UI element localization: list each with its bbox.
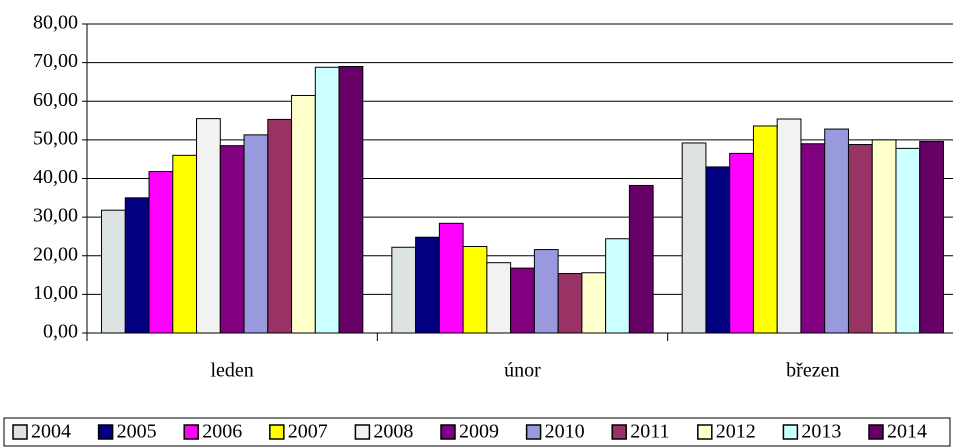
bar (533, 249, 559, 334)
legend-swatch (269, 424, 285, 440)
bar (729, 152, 754, 334)
legend-label: 2006 (202, 421, 242, 443)
bar (847, 144, 873, 334)
legend-swatch (440, 424, 456, 440)
bar (462, 245, 488, 334)
legend-swatch (354, 424, 371, 440)
bar (824, 128, 849, 334)
legend-label: 2011 (630, 421, 669, 443)
bar (871, 139, 897, 334)
legend-swatch (782, 424, 799, 440)
bar (557, 273, 583, 334)
bar (172, 154, 198, 334)
bar (800, 143, 826, 334)
y-tick-label: 50,00 (33, 127, 78, 149)
legend-swatch (611, 424, 627, 440)
bar (486, 262, 512, 334)
bar (895, 147, 921, 334)
bar (314, 66, 340, 334)
legend-label: 2014 (887, 421, 927, 443)
legend-label: 2013 (801, 421, 841, 443)
bar (581, 272, 607, 334)
x-tick-label: březen (786, 360, 839, 382)
legend-swatch (525, 424, 542, 440)
y-tick-label: 0,00 (43, 321, 78, 343)
legend-label: 2004 (31, 421, 71, 443)
legend-label: 2012 (716, 421, 756, 443)
bar (391, 246, 417, 334)
legend-label: 2009 (459, 421, 499, 443)
legend-label: 2008 (373, 421, 413, 443)
y-tick-label: 20,00 (33, 243, 78, 265)
bar (338, 65, 364, 334)
y-tick-label: 60,00 (33, 89, 78, 111)
bar (752, 125, 778, 334)
legend-swatch (697, 424, 713, 440)
x-tick-label: únor (504, 360, 541, 382)
legend-label: 2005 (117, 421, 157, 443)
bar (291, 94, 316, 334)
bar (628, 184, 654, 334)
y-tick-label: 40,00 (33, 166, 78, 188)
bar (438, 222, 464, 334)
bar (510, 267, 535, 334)
bar (776, 118, 802, 334)
bar (267, 118, 293, 334)
y-tick-label: 70,00 (33, 50, 78, 72)
bar (681, 142, 707, 334)
bar (243, 134, 269, 334)
legend-swatch (97, 424, 114, 440)
bar (605, 238, 630, 334)
bar (919, 140, 944, 334)
legend-swatch (12, 424, 28, 440)
bar (705, 166, 731, 334)
bar (148, 171, 174, 334)
bar (124, 197, 150, 334)
bar (196, 118, 221, 334)
x-tick-label: leden (211, 360, 254, 382)
y-tick-label: 80,00 (33, 12, 78, 34)
legend-swatch (183, 424, 199, 440)
legend-label: 2007 (288, 421, 328, 443)
bar (101, 209, 126, 334)
legend-swatch (868, 424, 884, 440)
y-tick-label: 10,00 (33, 282, 78, 304)
legend-label: 2010 (545, 421, 585, 443)
y-tick-label: 30,00 (33, 205, 78, 227)
bar (219, 145, 245, 334)
bar (415, 236, 440, 334)
